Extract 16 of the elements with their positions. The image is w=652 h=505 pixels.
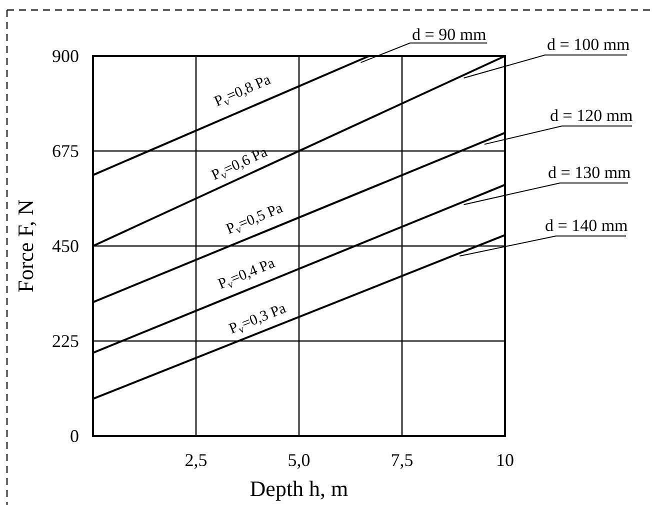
text: d = 140 mm [545, 216, 628, 235]
x-tick-label: 5,0 [288, 450, 310, 470]
text: d = 130 mm [548, 163, 631, 182]
x-tick-label: 10 [496, 450, 514, 470]
y-tick-label: 675 [52, 141, 79, 161]
y-tick-label: 225 [52, 331, 79, 351]
text: d = 90 mm [412, 25, 486, 44]
text: d = 100 mm [547, 35, 630, 54]
y-tick-label: 900 [52, 46, 79, 66]
x-axis-title: Depth h, m [250, 476, 348, 501]
x-tick-label: 7,5 [390, 450, 414, 470]
text: d = 120 mm [550, 106, 633, 125]
y-axis-title: Force F, N [13, 199, 38, 292]
x-tick-label: 2,5 [184, 450, 208, 470]
y-tick-label: 0 [70, 426, 79, 446]
y-tick-label: 450 [52, 236, 79, 256]
